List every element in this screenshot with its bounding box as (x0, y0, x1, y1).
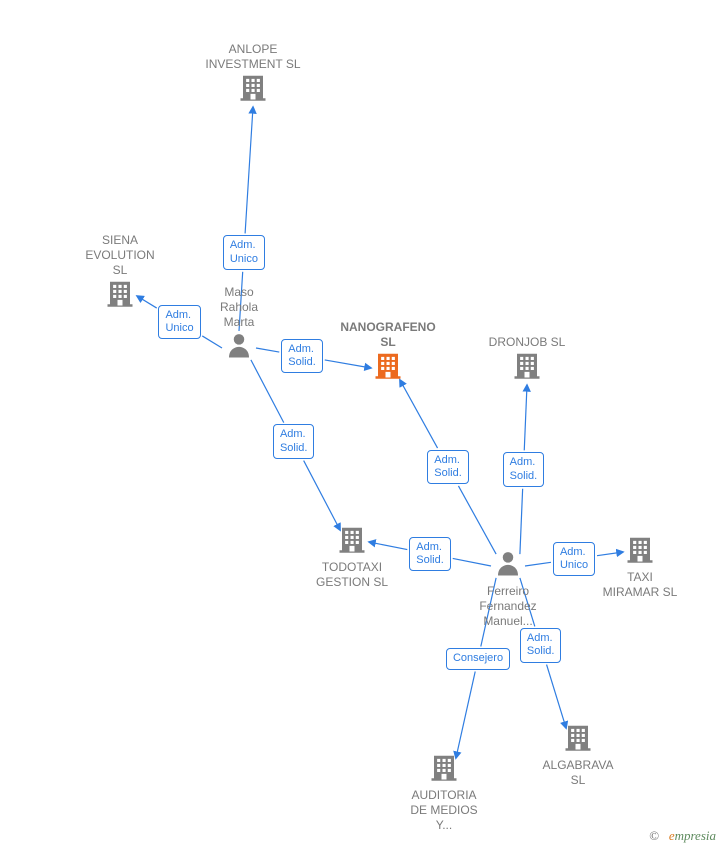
node-label: DRONJOB SL (467, 335, 587, 350)
building-icon (429, 752, 459, 788)
edge-label: Consejero (446, 648, 510, 669)
edge-line (251, 360, 284, 423)
node-label: SIENAEVOLUTIONSL (60, 233, 180, 278)
edge-line-arrow (245, 107, 253, 233)
brand-rest: mpresia (675, 828, 716, 843)
edge-line (520, 489, 523, 554)
brand-logo: empresia (669, 828, 716, 843)
edge-label: Adm.Solid. (409, 537, 451, 571)
node-algabrava[interactable]: ALGABRAVASL (518, 722, 638, 788)
building-icon (563, 722, 593, 758)
edge-label: Adm.Solid. (427, 450, 469, 484)
copyright-symbol: © (649, 828, 659, 843)
node-todotaxi[interactable]: TODOTAXIGESTION SL (292, 524, 412, 590)
edge-line-arrow (456, 672, 475, 759)
building-icon (105, 278, 135, 314)
node-label: ANLOPEINVESTMENT SL (193, 42, 313, 72)
edge-label: Adm.Unico (223, 235, 265, 269)
edge-label: Adm.Solid. (273, 424, 315, 458)
node-ferreiro[interactable]: FerreiroFernandezManuel... (448, 548, 568, 629)
edge-label: Adm.Solid. (503, 452, 545, 486)
edge-line-arrow (547, 665, 567, 729)
building-icon (238, 72, 268, 108)
edge-label: Adm.Unico (158, 305, 200, 339)
building-icon (625, 534, 655, 570)
edge-line-arrow (400, 380, 438, 448)
node-dronjob[interactable]: DRONJOB SL (467, 335, 587, 386)
person-icon (224, 330, 254, 366)
node-siena[interactable]: SIENAEVOLUTIONSL (60, 233, 180, 314)
node-label: TODOTAXIGESTION SL (292, 560, 412, 590)
node-label: AUDITORIADE MEDIOSY... (384, 788, 504, 833)
node-label: NANOGRAFENOSL (328, 320, 448, 350)
edge-label: Adm.Unico (553, 542, 595, 576)
building-icon (512, 350, 542, 386)
edge-line-arrow (304, 461, 340, 531)
edge-label: Adm.Solid. (520, 628, 562, 662)
node-taxi[interactable]: TAXIMIRAMAR SL (580, 534, 700, 600)
person-icon (493, 548, 523, 584)
footer: © empresia (649, 828, 716, 844)
edge-line (458, 486, 496, 554)
node-label: ALGABRAVASL (518, 758, 638, 788)
node-auditoria[interactable]: AUDITORIADE MEDIOSY... (384, 752, 504, 833)
building-icon (373, 350, 403, 386)
node-anlope[interactable]: ANLOPEINVESTMENT SL (193, 42, 313, 108)
edge-line-arrow (524, 385, 527, 450)
edge-label: Adm.Solid. (281, 339, 323, 373)
node-nanografeno[interactable]: NANOGRAFENOSL (328, 320, 448, 386)
node-label: TAXIMIRAMAR SL (580, 570, 700, 600)
node-label: FerreiroFernandezManuel... (448, 584, 568, 629)
building-icon (337, 524, 367, 560)
